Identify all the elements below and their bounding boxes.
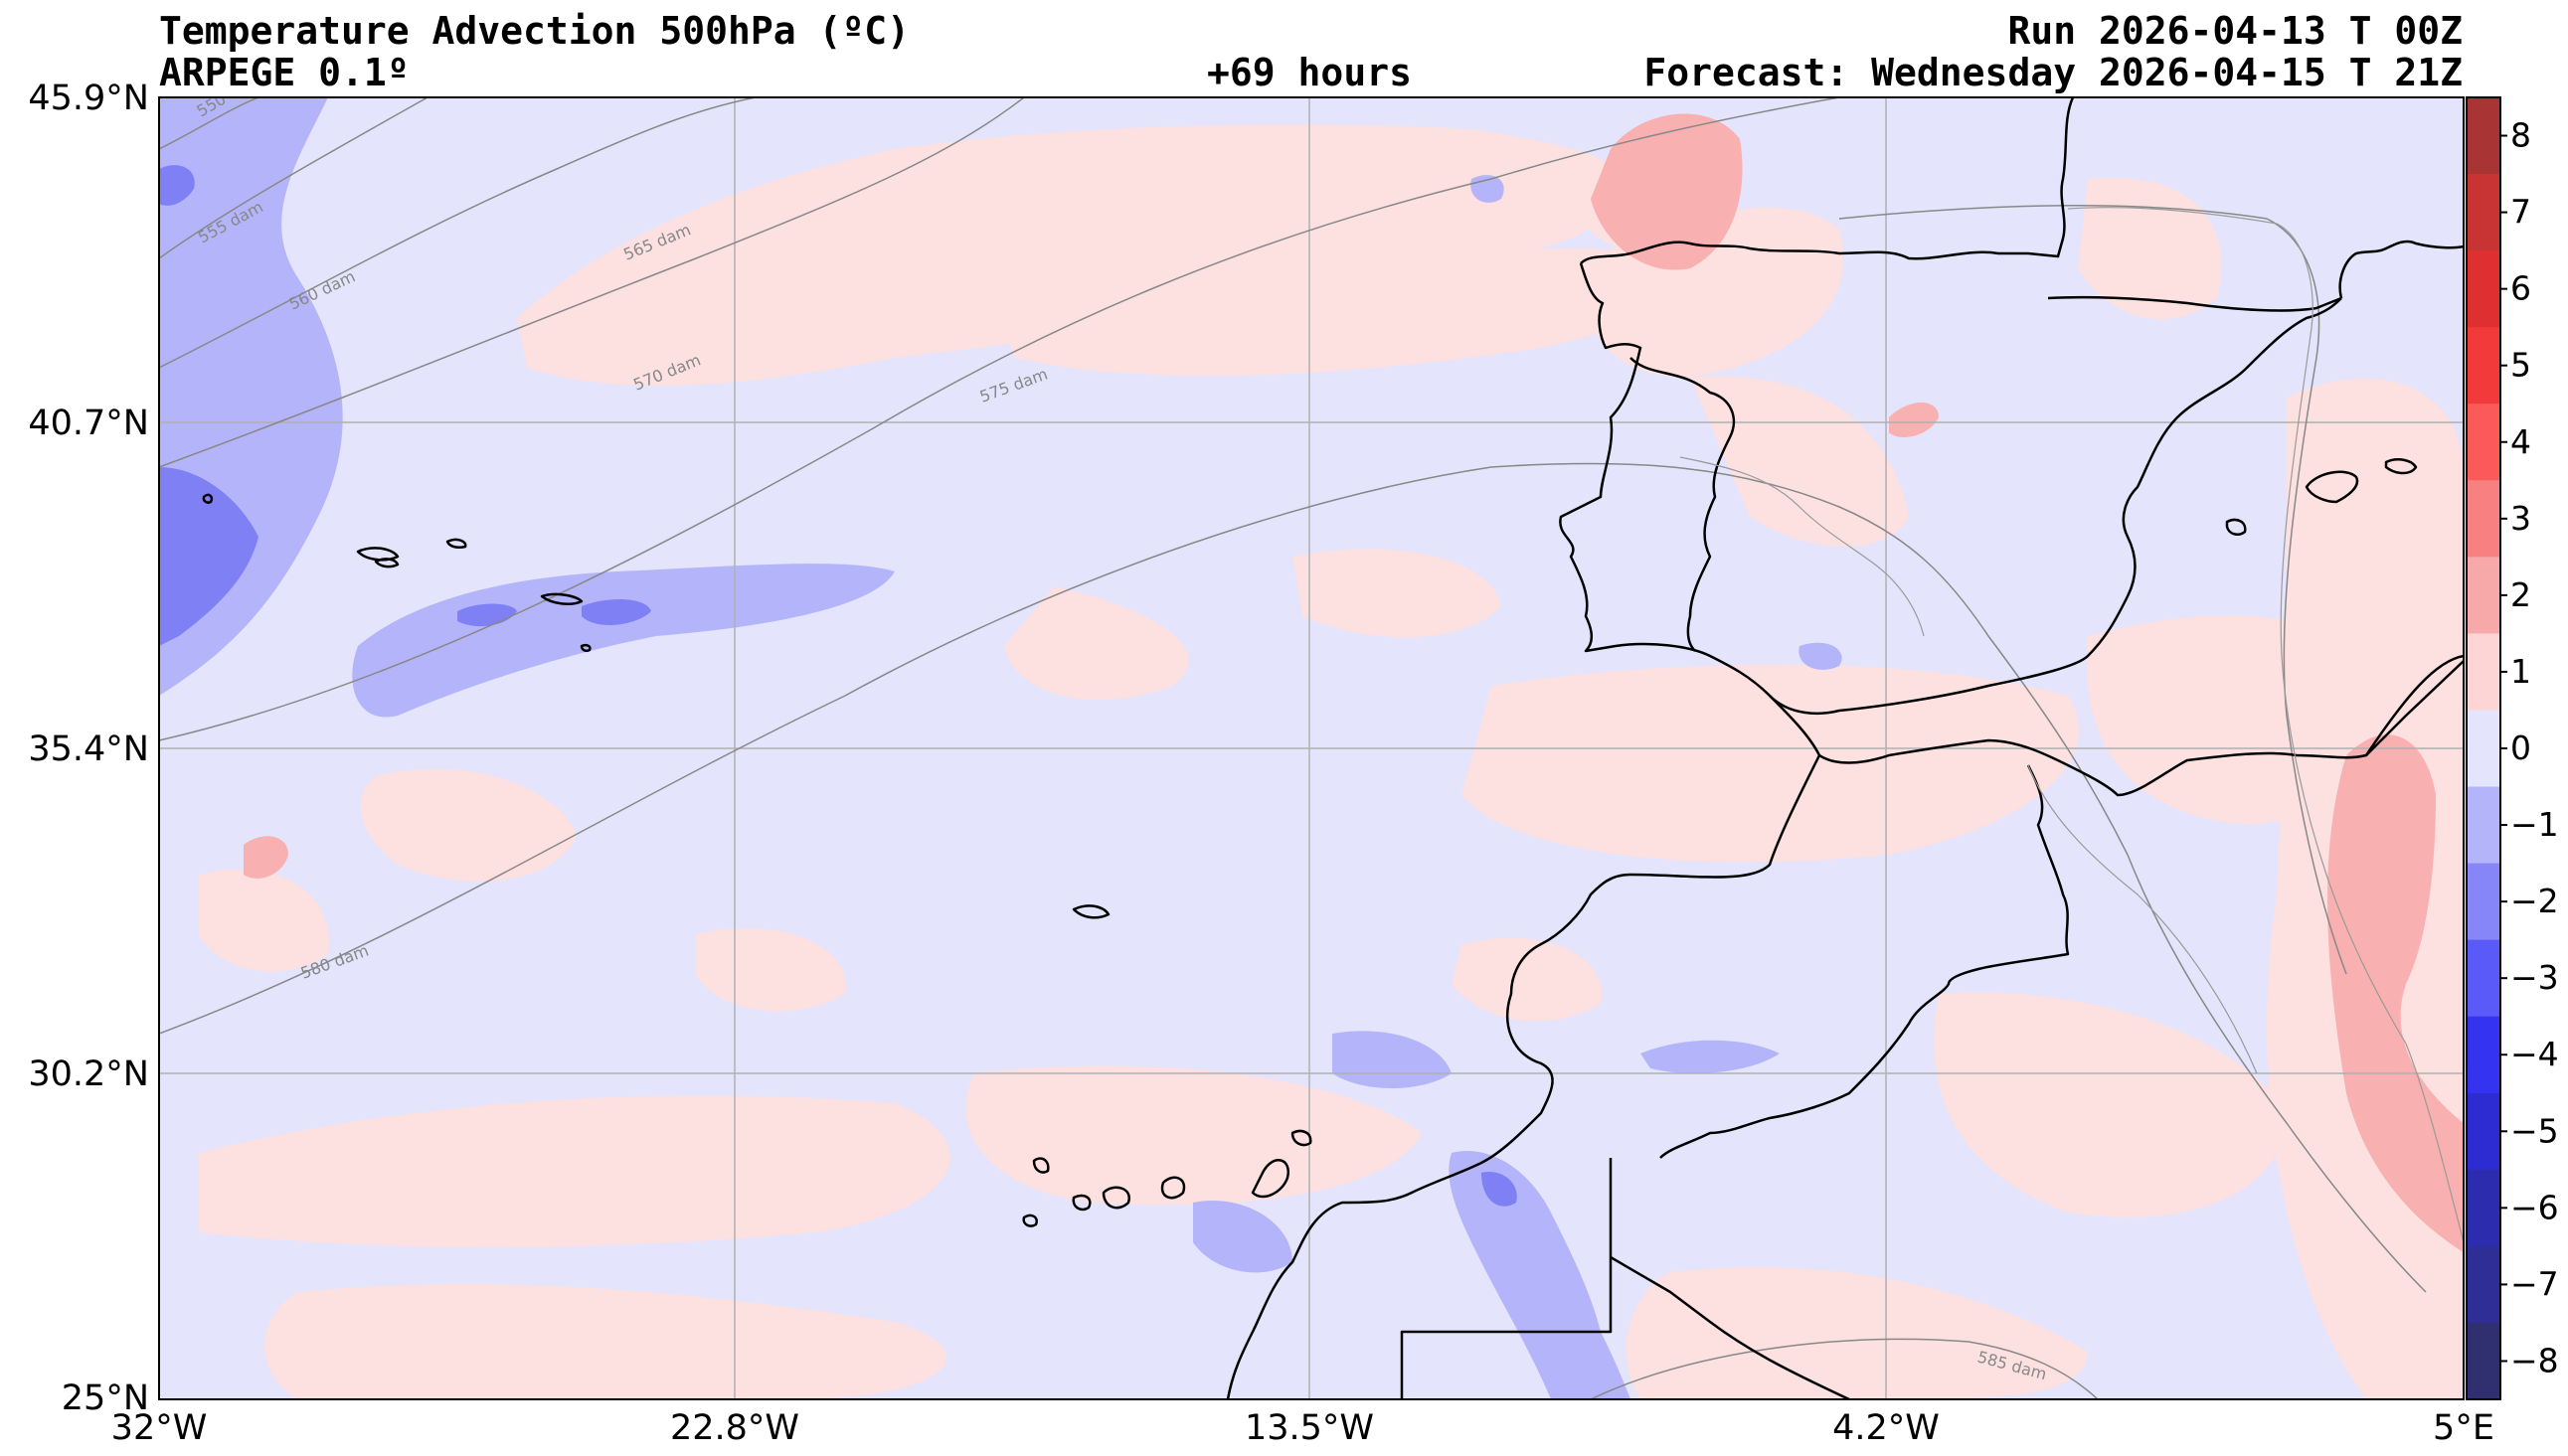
lat-label: 35.4°N bbox=[28, 729, 149, 769]
lon-label: 4.2°W bbox=[1832, 1408, 1940, 1448]
colorbar-label: 5 bbox=[2510, 346, 2531, 385]
colorbar-label: −1 bbox=[2510, 805, 2559, 844]
colorbar-label: −7 bbox=[2510, 1264, 2559, 1303]
lon-label: 5°E bbox=[2433, 1408, 2494, 1448]
map-area: 550 555 dam 560 dam 565 dam 570 dam 575 … bbox=[159, 97, 2464, 1399]
colorbar-segment bbox=[2467, 174, 2500, 251]
height-contours bbox=[159, 97, 2427, 1399]
colorbar-label: 0 bbox=[2510, 728, 2531, 767]
colorbar-segment bbox=[2467, 97, 2500, 175]
lon-label: 13.5°W bbox=[1245, 1408, 1374, 1448]
longitude-labels: 32°W 22.8°W 13.5°W 4.2°W 5°E bbox=[111, 1408, 2494, 1448]
map-frame bbox=[158, 96, 2465, 1400]
lon-label: 32°W bbox=[111, 1408, 208, 1448]
strong-cold-advection bbox=[159, 165, 1517, 1207]
lat-label: 40.7°N bbox=[28, 404, 149, 443]
colorbar-label: 8 bbox=[2510, 116, 2531, 155]
colorbar-segment bbox=[2467, 863, 2500, 941]
colorbar-segment bbox=[2467, 557, 2500, 634]
colorbar-segment bbox=[2467, 250, 2500, 328]
forecast-label: Forecast: Wednesday 2026-04-15 T 21Z bbox=[1643, 51, 2463, 94]
lon-label: 22.8°W bbox=[670, 1408, 799, 1448]
lat-label: 45.9°N bbox=[28, 79, 149, 118]
colorbar-label: −5 bbox=[2510, 1111, 2559, 1150]
colorbar-label: 3 bbox=[2510, 499, 2531, 538]
colorbar-label: −4 bbox=[2510, 1035, 2559, 1073]
graticule bbox=[159, 97, 2464, 1399]
colorbar-label: 4 bbox=[2510, 422, 2531, 461]
colorbar-segment bbox=[2467, 710, 2500, 788]
colorbar-label: −3 bbox=[2510, 958, 2559, 997]
coastlines bbox=[202, 97, 2464, 1399]
colorbar-label: 1 bbox=[2510, 652, 2531, 691]
colorbar-segment bbox=[2467, 786, 2500, 865]
colorbar-segment bbox=[2467, 1322, 2500, 1400]
latitude-labels: 45.9°N 40.7°N 35.4°N 30.2°N 25°N bbox=[28, 79, 149, 1418]
lat-label: 25°N bbox=[62, 1378, 149, 1418]
colorbar-label: −8 bbox=[2510, 1341, 2559, 1379]
colorbar-segment bbox=[2467, 480, 2500, 558]
colorbar-label: 7 bbox=[2510, 193, 2531, 232]
lat-label: 30.2°N bbox=[28, 1054, 149, 1094]
colorbar-segment bbox=[2467, 939, 2500, 1018]
map-title: Temperature Advection 500hPa (ºC) bbox=[159, 9, 910, 53]
colorbar-segment bbox=[2467, 1016, 2500, 1094]
model-label: ARPEGE 0.1º bbox=[159, 51, 410, 94]
strong-warm-advection bbox=[244, 113, 2464, 1252]
colorbar-label: 2 bbox=[2510, 575, 2531, 614]
run-label: Run 2026-04-13 T 00Z bbox=[2007, 9, 2463, 53]
colorbar-label: −6 bbox=[2510, 1188, 2559, 1226]
colorbar-segment bbox=[2467, 1245, 2500, 1324]
colorbar: 8 7 6 5 4 3 2 1 0 −1 −2 −3 −4 −5 −6 −7 −8 bbox=[2466, 96, 2559, 1400]
colorbar-label: −2 bbox=[2510, 882, 2559, 920]
warm-advection-field bbox=[199, 124, 2464, 1399]
lead-time-label: +69 hours bbox=[1207, 51, 1412, 94]
colorbar-segment bbox=[2467, 1092, 2500, 1171]
colorbar-segment bbox=[2467, 1169, 2500, 1247]
colorbar-segment bbox=[2467, 327, 2500, 404]
colorbar-segment bbox=[2467, 633, 2500, 711]
colorbar-label: 6 bbox=[2510, 269, 2531, 308]
country-borders bbox=[1679, 207, 2464, 1243]
colorbar-segment bbox=[2467, 404, 2500, 481]
